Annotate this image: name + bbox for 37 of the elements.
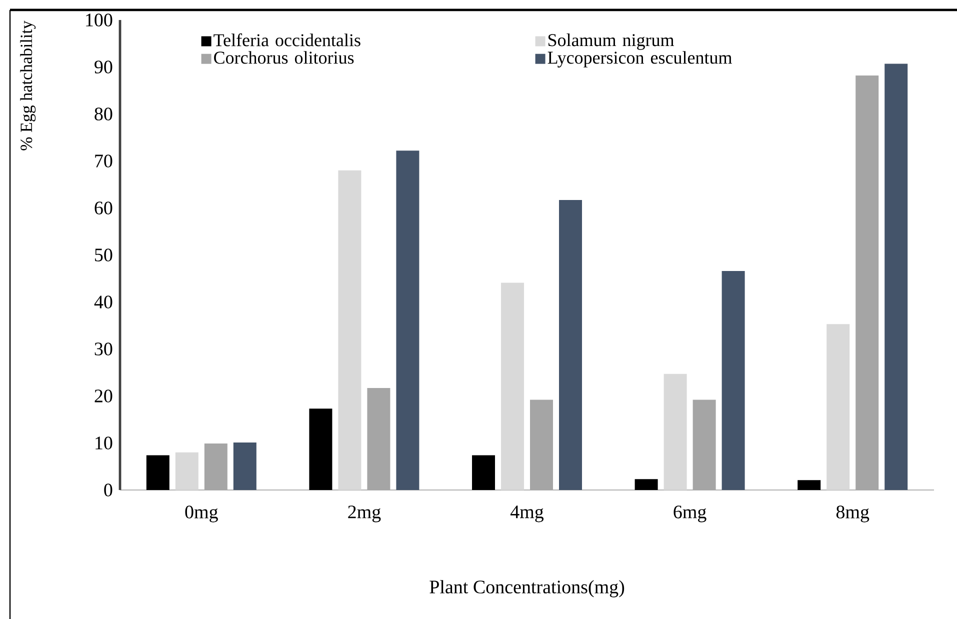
bar [559,200,582,490]
x-axis-title: Plant Concentrations(mg) [430,580,624,598]
bar [722,270,745,490]
legend-label: Corchorus olitorius [214,51,354,64]
bar [884,64,908,490]
bar [798,480,821,490]
bar [309,408,332,490]
y-tick-label: 80 [94,108,112,120]
y-tick-label: 30 [94,342,112,356]
bar [175,452,198,490]
x-tick-label: 8mg [836,506,870,522]
y-tick-label: 0 [104,484,112,496]
y-tick-label: 40 [94,296,112,308]
bar [634,479,658,490]
legend-label: Telferia occidentalis [214,33,360,46]
y-tick-label: 60 [94,202,112,214]
bar [233,442,256,490]
y-axis-title: % Egg hatchability [20,20,36,150]
bar [664,374,687,490]
y-tick-label: 100 [86,14,112,26]
bar [501,282,524,490]
x-tick-label: 0mg [185,506,218,522]
bar [396,150,420,490]
legend-label: Solamum nigrum [548,34,674,50]
bar [826,324,850,490]
bar [472,455,496,490]
bar [146,455,170,490]
x-tick-label: 2mg [348,506,381,522]
y-tick-label: 50 [95,248,112,262]
bar [338,170,362,490]
legend-label: Lycopersicon esculentum [548,51,732,68]
x-tick-label: 6mg [674,506,706,522]
y-tick-label: 10 [96,436,112,450]
x-tick-label: 4mg [510,506,544,522]
y-tick-label: 90 [94,60,112,74]
y-tick-label: 20 [94,390,112,402]
y-tick-label: 70 [95,154,112,168]
